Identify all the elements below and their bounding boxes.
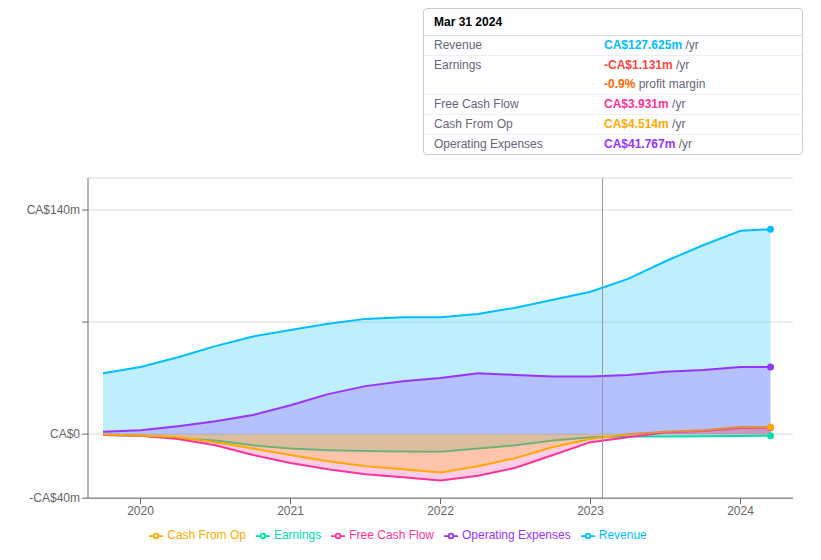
svg-text:2020: 2020 [127, 504, 154, 518]
svg-text:2021: 2021 [277, 504, 304, 518]
html-text:Operating Expenses: Operating Expenses [462, 528, 571, 543]
html-text:Revenue: Revenue [598, 528, 647, 543]
html-text:Free Cash Flow: Free Cash Flow [434, 97, 519, 111]
html-text:Earnings: Earnings [434, 58, 482, 72]
html-text:CA$127.625m /yr: CA$127.625m /yr [604, 38, 699, 52]
svg-text:2024: 2024 [727, 504, 754, 518]
html-text:-CA$1.131m /yr: -CA$1.131m /yr [604, 58, 690, 72]
html-text:Mar 31 2024: Mar 31 2024 [434, 15, 503, 29]
html-text:Earnings: Earnings [273, 528, 322, 543]
svg-text:CA$140m: CA$140m [27, 203, 80, 217]
html-text:Operating Expenses: Operating Expenses [434, 137, 543, 151]
html-text:Free Cash Flow: Free Cash Flow [349, 528, 434, 543]
html-text:CA$41.767m /yr: CA$41.767m /yr [604, 137, 693, 151]
svg-text:-CA$40m: -CA$40m [29, 491, 80, 505]
html-text:Cash From Op: Cash From Op [434, 117, 513, 131]
svg-text:CA$0: CA$0 [50, 427, 80, 441]
html-text:-0.9% profit margin: -0.9% profit margin [604, 77, 706, 91]
html-text:Revenue: Revenue [434, 38, 482, 52]
svg-text:2022: 2022 [427, 504, 454, 518]
html-text:Cash From Op: Cash From Op [167, 528, 246, 543]
html-text:CA$3.931m /yr: CA$3.931m /yr [604, 97, 686, 111]
html-text:CA$4.514m /yr: CA$4.514m /yr [604, 117, 686, 131]
svg-text:2023: 2023 [577, 504, 604, 518]
